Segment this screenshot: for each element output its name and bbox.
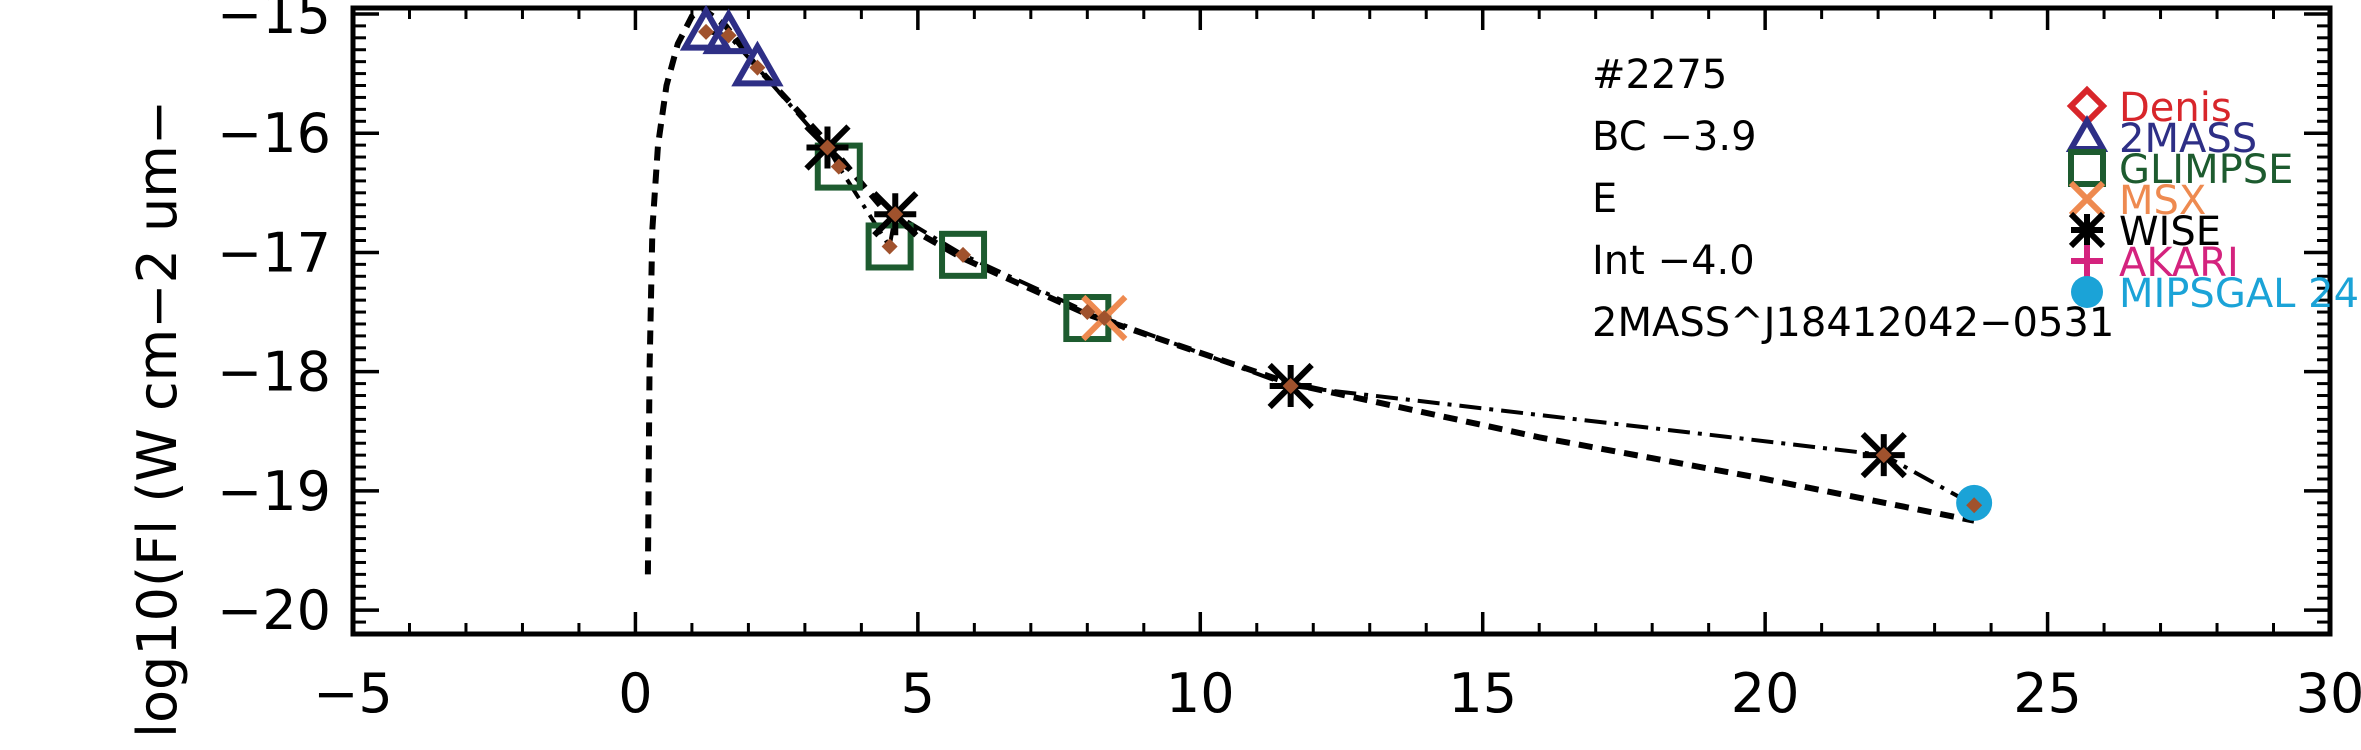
annotations: #2275 BC −3.9 E Int −4.0 2MASS^J18412042−053… <box>1592 52 2114 346</box>
triangle-marker <box>731 40 784 87</box>
y-tick-label: −18 <box>217 341 331 404</box>
data-markers <box>679 4 1993 521</box>
legend-label: AKARI <box>2119 240 2239 286</box>
legend-label: Denis <box>2119 85 2232 131</box>
y-tick-label: −19 <box>217 460 331 523</box>
plus-marker <box>2071 245 2103 277</box>
y-tick-label: −20 <box>217 579 331 642</box>
y-tick-label: −15 <box>217 0 331 46</box>
x-marker <box>2068 180 2106 218</box>
data-point-dot <box>887 206 904 223</box>
annotation-text: #2275 <box>1592 52 1727 98</box>
triangle-marker <box>679 4 733 51</box>
data-point-dot <box>1875 447 1892 464</box>
data-point-dot <box>749 59 766 76</box>
x-tick-label: 30 <box>2296 662 2361 725</box>
data-point-dot <box>830 158 847 175</box>
legend-label: MIPSGAL 24 <box>2119 271 2359 317</box>
x-tick-label: 20 <box>1731 662 1800 725</box>
y-axis-title: log10(Fl (W cm−2 um− <box>126 100 189 738</box>
annotation-text: BC −3.9 <box>1592 114 1757 160</box>
data-point-dot <box>698 23 715 40</box>
data-point-dot <box>1966 497 1983 514</box>
y-tick-label: −16 <box>217 102 331 165</box>
asterisk-marker <box>2068 211 2106 249</box>
x-tick-label: 10 <box>1166 662 1235 725</box>
x-tick-label: 25 <box>2013 662 2082 725</box>
legend-label: GLIMPSE <box>2119 147 2293 193</box>
axes: −5 0 5 10 15 20 25 30 −20 −19 −18 −17 −16 −15 <box>217 0 2361 725</box>
square-marker <box>2068 149 2106 187</box>
triangle-marker <box>702 8 755 55</box>
legend-label: MSX <box>2119 178 2206 224</box>
circle-marker <box>2071 276 2103 308</box>
data-point-dot <box>720 27 737 44</box>
x-tick-label: −5 <box>313 662 393 725</box>
data-point-dot <box>955 246 972 263</box>
curves <box>644 5 1976 575</box>
square-marker <box>939 230 988 279</box>
annotation-text: Int −4.0 <box>1592 238 1755 284</box>
annotation-text: 2MASS^J18412042−0531 <box>1592 300 2114 346</box>
y-tick-label: −17 <box>217 221 331 284</box>
triangle-marker <box>2065 114 2109 152</box>
data-point-dot <box>1096 310 1113 327</box>
x-tick-label: 5 <box>901 662 935 725</box>
model-curve <box>644 5 1975 575</box>
x-tick-label: 15 <box>1448 662 1517 725</box>
data-point-dot <box>1079 304 1096 321</box>
legend-label: WISE <box>2119 209 2221 255</box>
plot-frame <box>350 5 2333 637</box>
data-point-dot <box>881 238 898 255</box>
data-point-dot <box>1282 377 1299 394</box>
annotation-text: E <box>1592 176 1617 222</box>
x-tick-label: 0 <box>618 662 652 725</box>
data-point-dot <box>819 139 836 156</box>
square-marker <box>865 222 914 271</box>
legend-label: 2MASS <box>2119 116 2257 162</box>
